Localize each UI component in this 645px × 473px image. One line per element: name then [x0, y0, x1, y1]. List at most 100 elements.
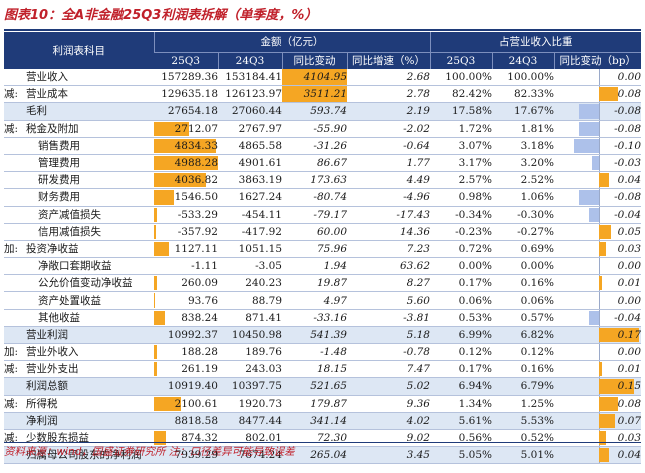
row-label-text: 税金及附加	[26, 122, 79, 135]
bp-bar	[599, 276, 602, 291]
header-share-group: 占营业收入比重	[429, 32, 642, 53]
share-24q3: 100.00%	[507, 71, 554, 84]
amount-24q3: 243.03	[245, 363, 282, 376]
amount-change: 593.74	[282, 102, 347, 121]
share-change-bp: 0.03	[554, 429, 641, 447]
amount-24q3: 1627.24	[238, 191, 282, 204]
share-24q3: 0.69%	[520, 242, 554, 255]
share-change-bp: 0.00	[554, 292, 641, 309]
row-label-text: 资产处置收益	[38, 294, 101, 307]
share-25q3: 3.07%	[458, 139, 492, 152]
share-25q3: 0.06%	[458, 294, 492, 307]
amount-bar	[154, 155, 218, 171]
amount-24q3: 240.23	[245, 277, 282, 290]
bp-bar	[599, 241, 607, 257]
amount-change: 179.87	[310, 397, 347, 410]
table-row: 营业收入 157289.36 153184.41 4104.95 2.68 100.00%…	[4, 69, 642, 86]
bp-bar	[599, 362, 602, 377]
share-24q3: 5.53%	[492, 412, 554, 430]
row-label: 营业收入	[4, 69, 154, 86]
bp-bar	[574, 138, 600, 153]
share-24q3: 0.57%	[520, 311, 554, 324]
table-row: 营业利润 10992.37 10450.98 541.39 5.18 6.99% 6.82%…	[4, 326, 642, 344]
yoy-growth: -2.02	[403, 122, 430, 135]
bp-zero-line	[599, 206, 601, 223]
row-label: 净利润	[4, 412, 154, 430]
amount-25q3: 27654.18	[154, 102, 218, 121]
bp-bar	[599, 224, 611, 239]
bp-zero-line	[599, 189, 601, 206]
amount-change: 4104.95	[282, 69, 347, 86]
amount-25q3-value: 157289.36	[161, 71, 218, 84]
bp-bar	[599, 379, 635, 394]
share-24q3: -0.30%	[517, 208, 554, 221]
row-label-text: 其他收益	[38, 311, 80, 324]
amount-change: 18.15	[316, 363, 347, 376]
amount-change: -31.26	[313, 139, 347, 152]
table-row: 减: 营业成本 129635.18 126123.97 3511.21 2.78 82.42…	[4, 85, 642, 103]
bp-bar	[589, 207, 600, 222]
header-col: 24Q3	[217, 52, 282, 69]
bp-zero-line	[599, 292, 601, 309]
amount-bar	[154, 190, 174, 205]
row-label: 净敞口套期收益	[4, 258, 154, 275]
share-change-bp: -0.08	[554, 189, 641, 206]
row-prefix: 加:	[4, 346, 19, 359]
row-label: 利润总额	[4, 377, 154, 396]
row-label-text: 营业成本	[26, 88, 68, 101]
row-label: 销售费用	[4, 137, 154, 154]
share-change-bp: -0.10	[554, 137, 641, 154]
amount-change: 4.97	[323, 294, 347, 307]
bp-zero-line	[599, 258, 601, 275]
row-label: 减: 少数股东损益	[4, 429, 154, 446]
share-24q3: 0.12%	[520, 346, 554, 359]
row-label-text: 资产减值损失	[38, 208, 101, 221]
yoy-growth: 5.18	[347, 326, 430, 344]
row-label-text: 投资净收益	[26, 242, 79, 255]
table-row: 毛利 27654.18 27060.44 593.74 2.19 17.58% 17.67%…	[4, 102, 642, 121]
share-24q3: 1.81%	[520, 122, 554, 135]
table-body: 营业收入 157289.36 153184.41 4104.95 2.68 100.00%…	[4, 69, 642, 464]
share-24q3: 0.16%	[520, 277, 554, 290]
amount-25q3: 129635.18	[154, 86, 218, 103]
bp-value: 0.01	[617, 363, 642, 376]
amount-24q3: 88.79	[251, 294, 282, 307]
table-row: 净敞口套期收益 -1.11 -3.05 1.94 63.62 0.00% 0.00% 0.00	[4, 258, 642, 275]
amount-25q3: 10919.40	[154, 377, 218, 396]
table-row: 其他收益 838.24 871.41 -33.16 -3.81 0.53% 0.57% -0.…	[4, 309, 642, 327]
share-change-bp: 0.07	[554, 412, 642, 430]
income-statement-table: 利润表科目 金额（亿元） 占营业收入比重 25Q3 24Q3 同比变动 同比增速…	[4, 32, 642, 464]
source-note: 资料来源：wind，国盛证券研究所 注：口径差异可能导致误差	[4, 446, 295, 458]
amount-25q3-value: 129635.18	[161, 88, 218, 101]
table-row: 信用减值损失 -357.92 -417.92 60.00 14.36 -0.23% -0.2…	[4, 223, 642, 241]
row-label: 减: 所得税	[4, 395, 154, 412]
share-24q3: -0.27%	[517, 225, 554, 238]
share-24q3: 6.82%	[492, 326, 554, 344]
row-label: 加: 投资净收益	[4, 240, 154, 257]
row-prefix: 减:	[4, 363, 19, 376]
row-label: 减: 营业外支出	[4, 361, 154, 378]
yoy-growth: 2.78	[406, 88, 430, 101]
bp-value: -0.08	[614, 122, 642, 135]
amount-24q3: 10397.75	[218, 377, 282, 396]
yoy-growth: 9.36	[406, 397, 430, 410]
yoy-growth: 63.62	[399, 260, 430, 273]
bp-value: 0.00	[617, 260, 642, 273]
amount-change: 72.30	[316, 432, 347, 445]
amount-25q3: 4834.33	[154, 137, 218, 154]
bp-value: 0.03	[617, 242, 642, 255]
header-col: 同比变动（bp）	[553, 52, 642, 69]
yoy-growth: 3.45	[347, 446, 430, 464]
table-row: 资产处置收益 93.76 88.79 4.97 5.60 0.06% 0.06% 0.00	[4, 292, 642, 310]
bp-zero-line	[599, 103, 601, 120]
share-change-bp: 0.04	[554, 172, 641, 189]
amount-bar	[154, 362, 158, 377]
bp-bar	[579, 121, 600, 136]
share-24q3: 3.20%	[520, 157, 554, 170]
table-row: 资产减值损失 -533.29 -454.11 -79.17 -17.43 -0.34% -0…	[4, 206, 642, 224]
bp-value: 0.15	[617, 380, 642, 393]
table-row: 财务费用 1546.50 1627.24 -80.74 -4.96 0.98% 1.06% -…	[4, 189, 642, 206]
amount-25q3-value: 1546.50	[174, 191, 218, 204]
amount-24q3: 4865.58	[238, 139, 282, 152]
bp-value: 0.00	[617, 71, 642, 84]
